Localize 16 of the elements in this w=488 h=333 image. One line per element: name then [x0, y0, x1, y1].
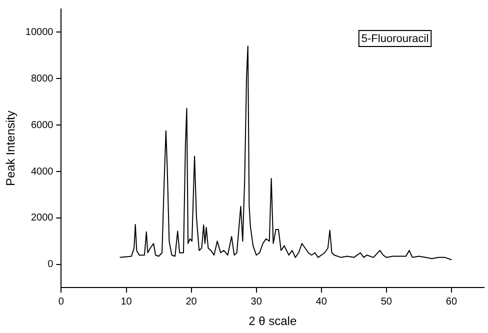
- y-tick-label: 0: [48, 259, 54, 270]
- annotation: 5-Fluorouracil: [361, 33, 429, 46]
- x-tick-label: 60: [446, 296, 458, 308]
- x-tick-label: 30: [250, 296, 262, 308]
- x-tick-label: 50: [380, 296, 392, 308]
- x-tick-label: 20: [186, 296, 198, 308]
- y-tick-label: 4000: [30, 166, 54, 178]
- y-tick-label: 2000: [30, 212, 54, 224]
- x-tick-label: 40: [316, 296, 328, 308]
- x-tick-label: 0: [58, 296, 64, 308]
- x-axis-title: 2 θ scale: [248, 314, 297, 328]
- y-tick-label: 10000: [25, 26, 54, 38]
- x-tick-label: 10: [120, 296, 132, 308]
- y-tick-label: 8000: [30, 73, 54, 84]
- y-axis-title: Peak Intensity: [4, 110, 18, 186]
- y-tick-label: 6000: [30, 120, 54, 131]
